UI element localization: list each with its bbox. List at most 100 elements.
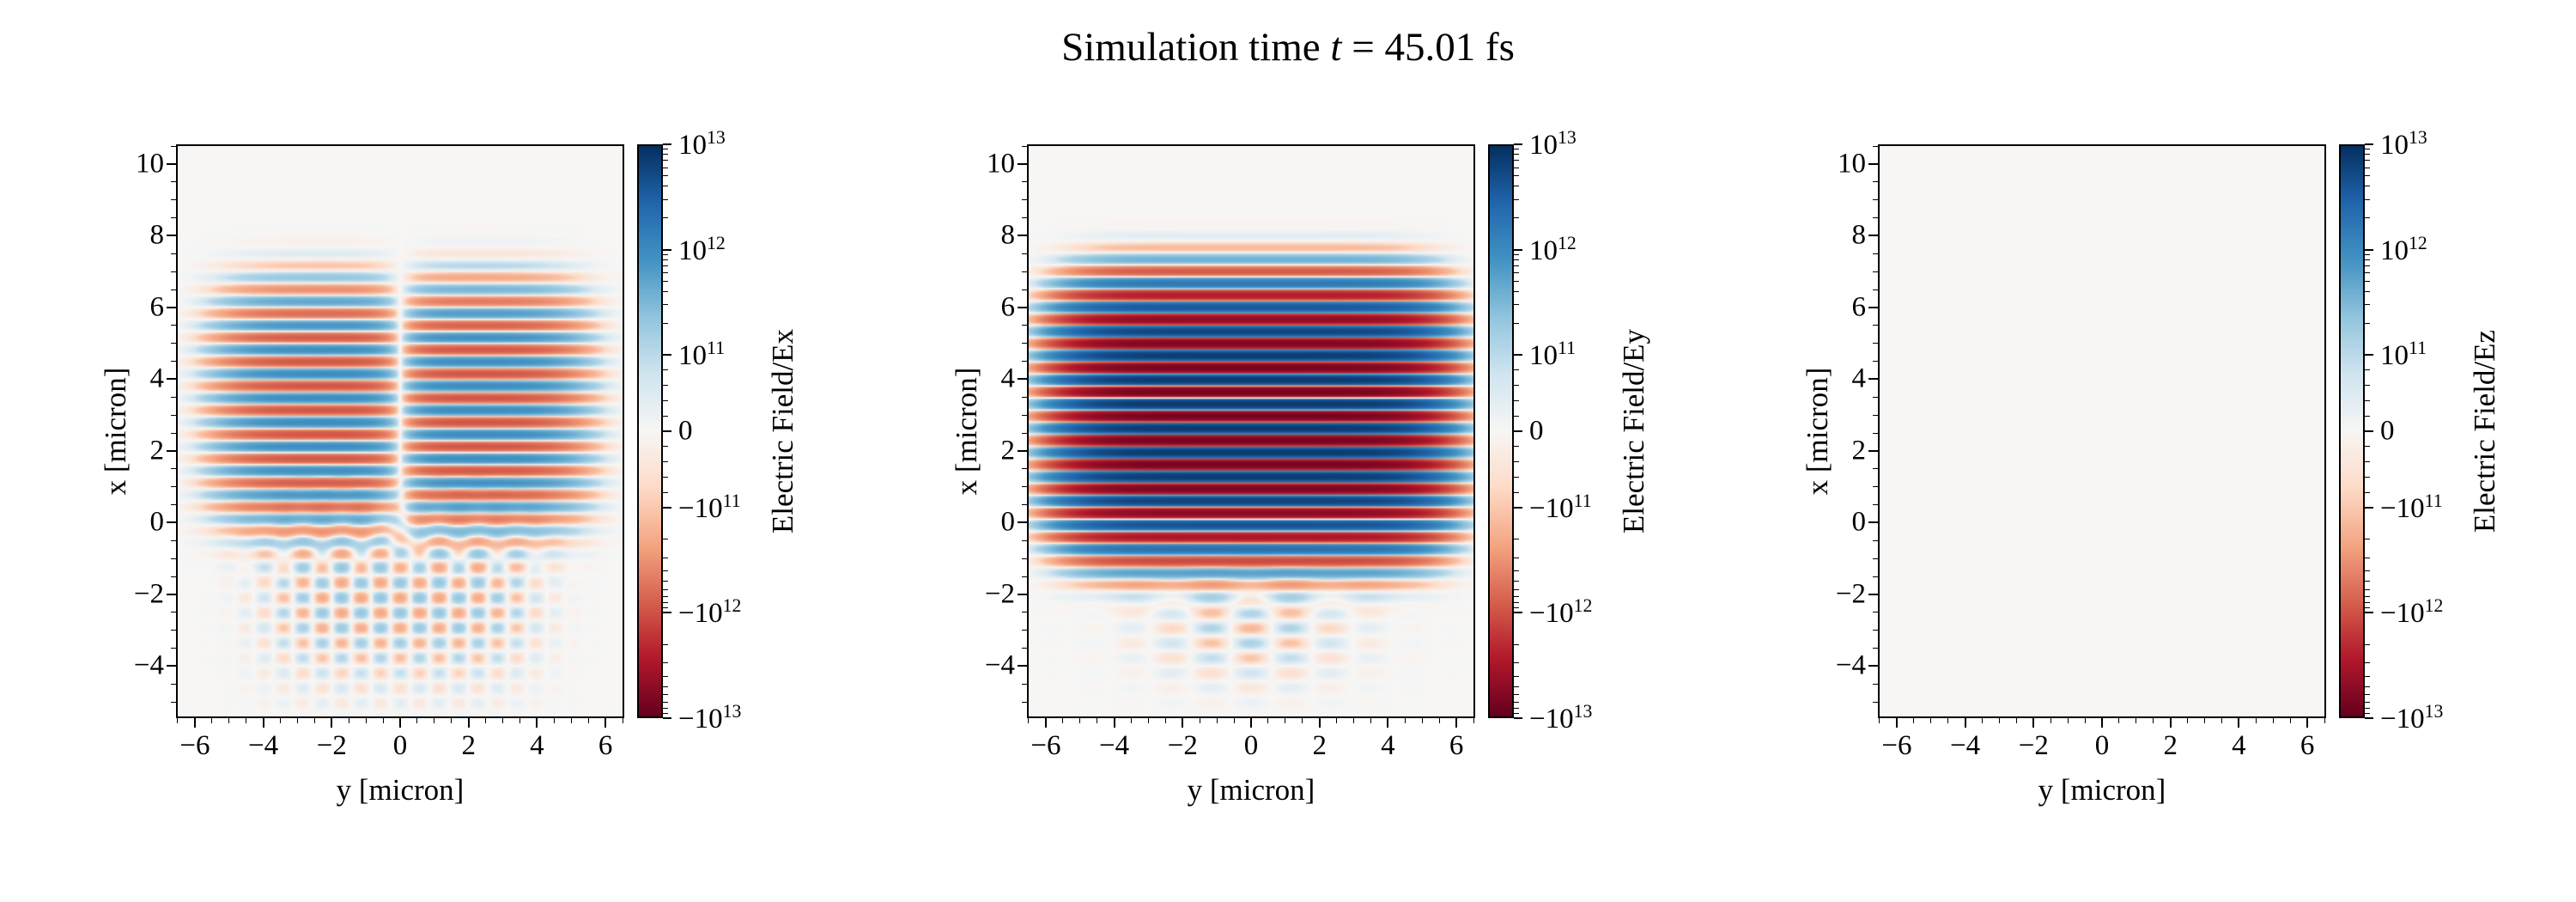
x-major-tick bbox=[536, 718, 538, 728]
colorbar-tick-label: −1013 bbox=[678, 701, 742, 734]
y-tick-label: 6 bbox=[1851, 291, 1867, 323]
y-minor-tick bbox=[1022, 630, 1027, 631]
y-major-tick bbox=[167, 593, 176, 595]
colorbar-minor-tick bbox=[2365, 415, 2370, 417]
y-major-tick bbox=[167, 378, 176, 381]
colorbar-minor-tick bbox=[1514, 259, 1519, 260]
y-minor-tick bbox=[1873, 612, 1878, 613]
y-major-tick bbox=[1018, 665, 1027, 667]
y-minor-tick bbox=[1022, 414, 1027, 416]
y-minor-tick bbox=[1022, 504, 1027, 506]
y-minor-tick bbox=[171, 145, 176, 147]
y-tick-label: −2 bbox=[984, 578, 1015, 610]
plot-area-ex bbox=[176, 144, 624, 718]
y-minor-tick bbox=[1022, 145, 1027, 147]
x-tick-label: 6 bbox=[2300, 730, 2315, 761]
y-major-tick bbox=[1868, 235, 1878, 237]
y-minor-tick bbox=[1873, 630, 1878, 631]
y-tick-label: 4 bbox=[149, 363, 165, 394]
y-tick-label: 10 bbox=[136, 148, 164, 180]
y-minor-tick bbox=[1022, 539, 1027, 541]
colorbar-minor-tick bbox=[1514, 265, 1519, 267]
x-major-tick bbox=[1318, 718, 1321, 728]
y-minor-tick bbox=[171, 504, 176, 506]
colorbar-minor-tick bbox=[663, 198, 668, 200]
y-minor-tick bbox=[1022, 701, 1027, 703]
colorbar-minor-tick bbox=[2365, 694, 2370, 696]
y-major-tick bbox=[167, 162, 176, 165]
x-minor-tick bbox=[1982, 718, 1984, 723]
colorbar-minor-tick bbox=[2365, 322, 2370, 324]
colorbar-major-tick bbox=[1514, 354, 1522, 357]
y-minor-tick bbox=[171, 199, 176, 201]
x-minor-tick bbox=[1028, 718, 1030, 723]
x-minor-tick bbox=[2050, 718, 2051, 723]
x-minor-tick bbox=[2015, 718, 2017, 723]
colorbar-minor-tick bbox=[1514, 588, 1519, 590]
x-minor-tick bbox=[365, 718, 367, 723]
y-tick-label: 8 bbox=[1851, 219, 1867, 251]
colorbar-minor-tick bbox=[2365, 595, 2370, 597]
colorbar-tick-label: 1013 bbox=[1529, 127, 1577, 161]
colorbar-minor-tick bbox=[1514, 712, 1519, 714]
colorbar-minor-tick bbox=[2365, 707, 2370, 709]
x-minor-tick bbox=[1930, 718, 1932, 723]
y-major-tick bbox=[1868, 521, 1878, 524]
colorbar-minor-tick bbox=[663, 602, 668, 604]
colorbar-minor-tick bbox=[2365, 701, 2370, 703]
x-major-tick bbox=[331, 718, 333, 728]
colorbar-major-tick bbox=[1514, 143, 1522, 145]
colorbar-minor-tick bbox=[1514, 602, 1519, 604]
colorbar-minor-tick bbox=[2365, 154, 2370, 155]
x-minor-tick bbox=[1267, 718, 1269, 723]
x-minor-tick bbox=[2067, 718, 2069, 723]
y-tick-label: 6 bbox=[1000, 291, 1016, 323]
y-major-tick bbox=[167, 521, 176, 524]
colorbar-label-ex: Electric Field/Ex bbox=[766, 328, 799, 534]
colorbar-minor-tick bbox=[663, 643, 668, 645]
y-tick-label: −4 bbox=[133, 649, 164, 681]
y-minor-tick bbox=[1022, 181, 1027, 183]
title-math-symbol: t bbox=[1330, 25, 1342, 70]
y-minor-tick bbox=[171, 701, 176, 703]
y-major-tick bbox=[167, 306, 176, 308]
x-tick-label: −4 bbox=[1950, 730, 1981, 761]
colorbar-minor-tick bbox=[2365, 217, 2370, 219]
colorbar-major-tick bbox=[1514, 430, 1522, 432]
y-minor-tick bbox=[1873, 271, 1878, 272]
colorbar-minor-tick bbox=[2365, 588, 2370, 590]
y-minor-tick bbox=[1873, 558, 1878, 559]
colorbar-ey bbox=[1488, 144, 1514, 718]
plot-area-ez bbox=[1878, 144, 2326, 718]
colorbar-minor-tick bbox=[1514, 491, 1519, 493]
title-prefix: Simulation time bbox=[1061, 25, 1331, 70]
y-major-tick bbox=[1018, 378, 1027, 381]
y-major-tick bbox=[1868, 306, 1878, 308]
colorbar-minor-tick bbox=[663, 595, 668, 597]
x-tick-label: −6 bbox=[179, 730, 210, 761]
colorbar-minor-tick bbox=[1514, 304, 1519, 306]
colorbar-minor-tick bbox=[2365, 712, 2370, 714]
y-minor-tick bbox=[1022, 271, 1027, 272]
colorbar-minor-tick bbox=[2365, 175, 2370, 177]
colorbar-minor-tick bbox=[1514, 607, 1519, 609]
x-tick-label: 4 bbox=[530, 730, 544, 761]
y-minor-tick bbox=[1022, 217, 1027, 219]
y-major-tick bbox=[1868, 593, 1878, 595]
x-axis-label: y [micron] bbox=[2038, 773, 2166, 807]
y-minor-tick bbox=[1873, 648, 1878, 649]
colorbar-minor-tick bbox=[1514, 272, 1519, 274]
x-minor-tick bbox=[2324, 718, 2325, 723]
colorbar-minor-tick bbox=[2365, 198, 2370, 200]
y-minor-tick bbox=[1873, 325, 1878, 326]
x-minor-tick bbox=[211, 718, 213, 723]
y-tick-label: 8 bbox=[149, 219, 165, 251]
x-minor-tick bbox=[296, 718, 298, 723]
colorbar-minor-tick bbox=[663, 662, 668, 664]
x-axis-label: y [micron] bbox=[336, 773, 465, 807]
colorbar-minor-tick bbox=[2365, 602, 2370, 604]
y-major-tick bbox=[1018, 162, 1027, 165]
x-major-tick bbox=[1455, 718, 1458, 728]
colorbar-minor-tick bbox=[663, 399, 668, 401]
